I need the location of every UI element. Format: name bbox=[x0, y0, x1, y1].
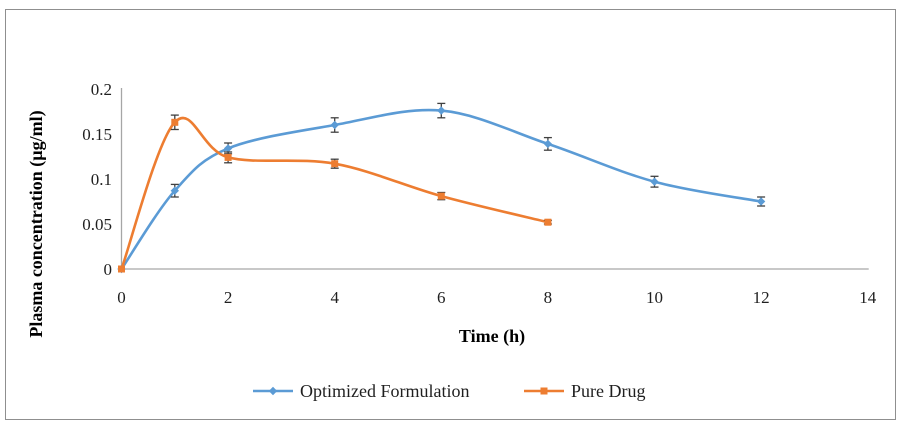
y-tick-label: 0.15 bbox=[82, 125, 112, 144]
x-tick-label: 0 bbox=[117, 288, 126, 307]
legend-item-pure-drug: Pure Drug bbox=[524, 381, 646, 401]
legend-label: Optimized Formulation bbox=[300, 381, 469, 401]
series-optimized-formulation bbox=[117, 102, 766, 274]
y-tick-label: 0 bbox=[104, 260, 113, 279]
data-point-marker-square bbox=[171, 118, 179, 126]
legend-item-optimized-formulation: Optimized Formulation bbox=[253, 381, 469, 401]
x-axis-title: Time (h) bbox=[459, 326, 525, 347]
error-bars bbox=[170, 102, 766, 207]
series-layer bbox=[117, 102, 766, 274]
legend-marker-square bbox=[540, 387, 548, 395]
data-point-marker-diamond bbox=[437, 106, 446, 115]
legend-marker-diamond bbox=[268, 386, 278, 396]
data-point-marker-diamond bbox=[330, 120, 339, 130]
y-tick-label: 0.05 bbox=[82, 215, 112, 234]
chart-border bbox=[5, 9, 896, 420]
x-tick-label: 10 bbox=[646, 288, 663, 307]
series-pure-drug bbox=[118, 114, 552, 273]
data-point-marker-square bbox=[331, 160, 339, 168]
data-point-marker-diamond bbox=[170, 186, 179, 195]
data-point-marker-diamond bbox=[756, 197, 766, 206]
x-tick-label: 8 bbox=[544, 288, 553, 307]
x-tick-label: 4 bbox=[330, 288, 339, 307]
data-point-marker-diamond bbox=[650, 177, 659, 186]
y-tick-label: 0.2 bbox=[91, 80, 112, 99]
data-point-marker-square bbox=[224, 153, 232, 161]
y-tick-label: 0.1 bbox=[91, 170, 112, 189]
series-line bbox=[120, 108, 763, 271]
markers bbox=[118, 118, 552, 273]
legend-label: Pure Drug bbox=[571, 381, 646, 401]
y-axis-title: Plasma concentration (µg/ml) bbox=[26, 110, 47, 337]
legend: Optimized Formulation Pure Drug bbox=[253, 381, 646, 401]
x-tick-label: 12 bbox=[753, 288, 770, 307]
x-tick-label: 2 bbox=[224, 288, 233, 307]
data-point-marker-square bbox=[544, 218, 552, 226]
data-point-marker-diamond bbox=[543, 139, 553, 149]
series-line bbox=[120, 116, 550, 271]
data-point-marker-diamond bbox=[223, 144, 233, 153]
x-tick-label: 6 bbox=[437, 288, 446, 307]
markers bbox=[117, 106, 766, 274]
x-tick-label: 14 bbox=[859, 288, 877, 307]
axes: 0 2 4 6 8 10 12 14 0 0.05 0.1 0.15 0.2 bbox=[82, 80, 876, 307]
data-point-marker-square bbox=[118, 265, 125, 273]
data-point-marker-square bbox=[437, 192, 445, 200]
